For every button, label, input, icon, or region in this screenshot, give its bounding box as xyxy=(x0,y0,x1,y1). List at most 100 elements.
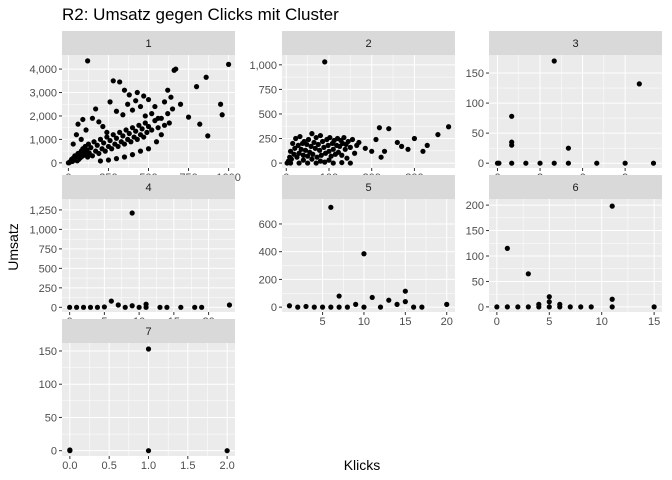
y-tick-label: 0 xyxy=(51,446,57,458)
y-tick-label: 50 xyxy=(472,128,484,140)
data-point xyxy=(588,304,594,310)
y-tick-label: 0 xyxy=(271,302,277,314)
data-point xyxy=(145,448,152,454)
data-point xyxy=(352,150,358,156)
y-tick-label: 500 xyxy=(259,109,277,121)
data-point xyxy=(80,304,87,310)
data-point xyxy=(328,153,334,159)
data-point xyxy=(578,304,584,310)
y-tick-label: 0 xyxy=(271,158,277,170)
facet-strip-label: 6 xyxy=(572,182,578,194)
data-point xyxy=(326,157,332,163)
data-point xyxy=(316,147,323,153)
data-point xyxy=(110,132,116,138)
data-point xyxy=(97,158,104,164)
data-point xyxy=(525,304,531,310)
data-point xyxy=(149,127,155,133)
data-point xyxy=(318,152,324,158)
x-tick-label: 0.5 xyxy=(102,460,117,472)
data-point xyxy=(199,304,205,310)
facet-strip xyxy=(282,175,455,199)
data-point xyxy=(356,139,362,146)
data-point xyxy=(145,146,152,152)
data-point xyxy=(107,99,113,105)
data-point xyxy=(290,140,296,147)
data-point xyxy=(551,160,557,166)
data-point xyxy=(344,155,350,161)
data-point xyxy=(113,135,120,141)
data-point xyxy=(509,139,515,145)
x-tick-label: 0 xyxy=(494,316,500,328)
panel-background xyxy=(489,55,662,168)
data-point xyxy=(361,304,367,310)
data-point xyxy=(101,140,107,146)
y-tick-label: 2,000 xyxy=(29,111,57,123)
facet-strip-label: 5 xyxy=(365,182,371,194)
data-point xyxy=(134,136,140,142)
facet-strip-label: 1 xyxy=(145,38,151,50)
y-tick-label: 250 xyxy=(39,283,57,295)
data-point xyxy=(523,160,529,166)
y-tick-label: 500 xyxy=(39,263,57,275)
data-point xyxy=(378,154,384,160)
data-point xyxy=(349,136,356,143)
y-tick-label: 50 xyxy=(472,276,484,288)
facet-panels: 10250500750100001,0002,0003,0004,0002010… xyxy=(29,31,662,472)
data-point xyxy=(113,108,120,114)
data-point xyxy=(322,59,328,65)
data-point xyxy=(336,293,342,299)
data-point xyxy=(321,144,327,150)
x-tick-label: 1.5 xyxy=(180,460,195,472)
data-point xyxy=(305,160,311,166)
data-point xyxy=(339,152,345,158)
data-point xyxy=(411,304,417,310)
panel-background xyxy=(62,199,235,312)
data-point xyxy=(286,303,293,309)
data-point xyxy=(294,154,300,160)
data-point xyxy=(361,251,367,257)
facet-strip xyxy=(489,31,662,55)
y-tick-label: 1,000 xyxy=(249,60,277,72)
data-point xyxy=(313,160,319,166)
data-point xyxy=(152,103,158,110)
data-point xyxy=(369,148,375,154)
data-point xyxy=(651,304,657,310)
y-tick-label: 200 xyxy=(466,200,484,212)
data-point xyxy=(546,304,552,310)
data-point xyxy=(129,152,136,158)
data-point xyxy=(445,124,452,130)
data-point xyxy=(394,139,400,146)
y-tick-label: 750 xyxy=(259,84,277,96)
data-point xyxy=(636,81,642,87)
data-point xyxy=(420,148,426,154)
data-point xyxy=(128,139,134,145)
data-point xyxy=(319,138,326,145)
data-point xyxy=(73,132,80,138)
data-point xyxy=(419,304,425,310)
data-point xyxy=(328,204,334,210)
data-point xyxy=(107,137,113,144)
data-point xyxy=(141,134,147,140)
data-point xyxy=(305,136,312,143)
y-tick-label: 150 xyxy=(39,346,57,358)
data-point xyxy=(113,156,120,162)
data-point xyxy=(509,113,515,119)
data-point xyxy=(594,160,600,166)
data-point xyxy=(565,145,572,151)
data-point xyxy=(313,134,319,141)
data-point xyxy=(97,136,104,142)
data-point xyxy=(88,145,94,151)
data-point xyxy=(226,302,233,308)
data-point xyxy=(402,288,408,294)
y-tick-label: 150 xyxy=(466,68,484,80)
data-point xyxy=(435,131,441,138)
data-point xyxy=(347,144,353,150)
data-point xyxy=(115,302,121,308)
data-point xyxy=(295,304,301,310)
data-point xyxy=(295,142,301,148)
facet-strip xyxy=(62,175,235,199)
data-point xyxy=(225,61,232,67)
data-point xyxy=(504,245,510,251)
y-tick-label: 50 xyxy=(45,412,57,424)
